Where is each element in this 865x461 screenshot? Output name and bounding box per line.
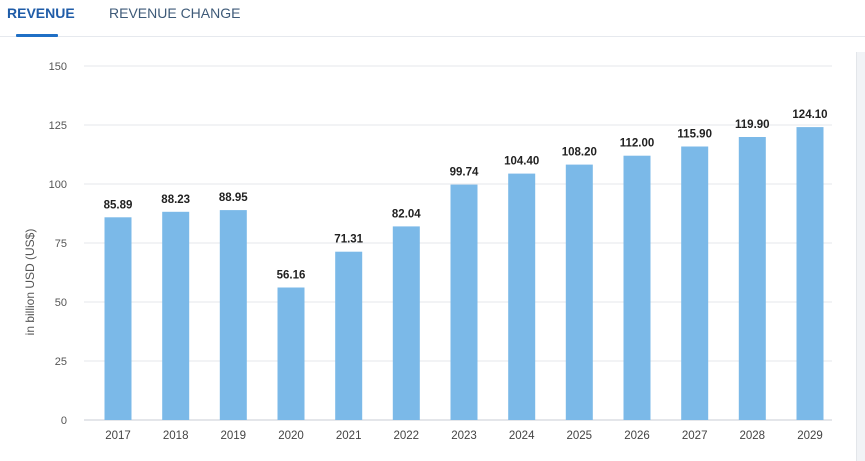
x-tick-label: 2020 — [278, 430, 304, 442]
bar-2022[interactable] — [392, 226, 420, 420]
tab-revenue-change[interactable]: REVENUE CHANGE — [109, 5, 241, 21]
bar-2023[interactable] — [450, 184, 478, 420]
y-axis-ticks: 0 25 50 75 100 125 150 — [49, 61, 67, 427]
bar-2021[interactable] — [335, 251, 363, 420]
y-tick-label: 0 — [61, 415, 67, 427]
data-label: 82.04 — [392, 208, 421, 220]
data-labels: 85.89 88.23 88.95 56.16 71.31 82.04 99.74 104.4… — [104, 109, 828, 281]
y-tick-label: 125 — [49, 120, 67, 132]
bar-2017[interactable] — [104, 217, 132, 420]
x-tick-label: 2021 — [336, 430, 362, 442]
active-tab-indicator — [16, 34, 58, 37]
data-label: 104.40 — [504, 156, 539, 168]
bar-2024[interactable] — [508, 173, 536, 420]
data-label: 71.31 — [334, 234, 363, 246]
bars — [104, 127, 824, 421]
y-tick-label: 150 — [49, 61, 67, 73]
bar-2028[interactable] — [738, 137, 766, 420]
x-tick-label: 2017 — [105, 430, 131, 442]
data-label: 108.20 — [562, 147, 597, 159]
data-label: 112.00 — [620, 138, 655, 150]
y-tick-label: 100 — [49, 179, 67, 191]
x-tick-label: 2028 — [740, 430, 766, 442]
bar-2029[interactable] — [796, 127, 824, 420]
bar-2020[interactable] — [277, 287, 305, 421]
bar-2018[interactable] — [162, 211, 190, 420]
y-tick-label: 25 — [55, 356, 67, 368]
data-label: 88.95 — [219, 192, 248, 204]
data-label: 88.23 — [161, 194, 190, 206]
x-tick-label: 2018 — [163, 430, 189, 442]
x-tick-label: 2029 — [797, 430, 823, 442]
x-tick-label: 2027 — [682, 430, 708, 442]
x-tick-label: 2026 — [624, 430, 650, 442]
tab-bar: REVENUE REVENUE CHANGE — [0, 0, 865, 37]
tab-revenue[interactable]: REVENUE — [7, 5, 75, 21]
data-label: 124.10 — [792, 109, 827, 121]
x-tick-label: 2022 — [394, 430, 420, 442]
x-axis-ticks: 2017 2018 2019 2020 2021 2022 2023 2024 2025 2026… — [105, 430, 823, 442]
bar-2027[interactable] — [681, 146, 709, 421]
panel-edge — [856, 52, 865, 461]
x-tick-label: 2023 — [451, 430, 477, 442]
bar-2025[interactable] — [565, 164, 593, 420]
y-tick-label: 50 — [55, 297, 67, 309]
bar-2019[interactable] — [219, 210, 247, 420]
data-label: 115.90 — [677, 129, 712, 141]
y-axis-label: in billion USD (US$) — [23, 229, 37, 336]
revenue-bar-chart: 0 25 50 75 100 125 150 85.89 88.23 88.95 56.16 71.… — [23, 61, 832, 442]
x-tick-label: 2024 — [509, 430, 535, 442]
bar-2026[interactable] — [623, 155, 651, 420]
data-label: 56.16 — [277, 270, 306, 282]
data-label: 85.89 — [104, 199, 133, 211]
data-label: 99.74 — [450, 167, 479, 179]
x-tick-label: 2025 — [567, 430, 593, 442]
x-tick-label: 2019 — [221, 430, 247, 442]
y-tick-label: 75 — [55, 238, 67, 250]
data-label: 119.90 — [735, 119, 770, 131]
